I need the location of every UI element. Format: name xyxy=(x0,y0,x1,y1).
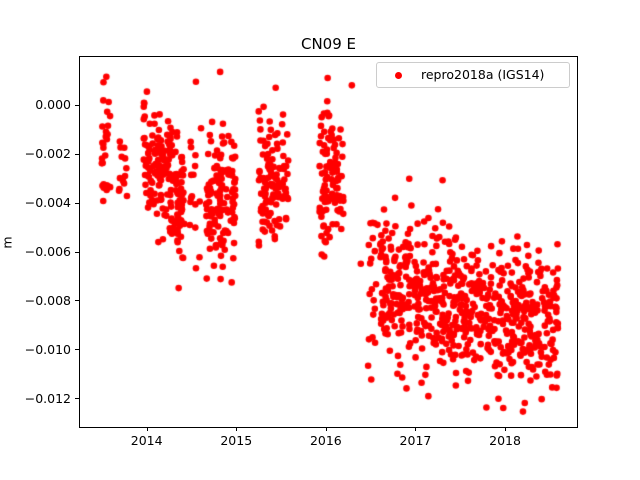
y-tick-mark xyxy=(75,398,79,400)
y-tick-mark xyxy=(75,300,79,302)
y-axis-label: m xyxy=(0,236,15,249)
x-tick-mark xyxy=(146,427,148,431)
y-tick-mark xyxy=(75,104,79,106)
y-tick-label: −0.004 xyxy=(24,195,71,211)
y-tick-mark xyxy=(75,251,79,253)
x-tick-mark xyxy=(415,427,417,431)
y-tick-label: −0.012 xyxy=(24,390,71,406)
x-tick-label: 2017 xyxy=(399,433,432,448)
y-tick-label: −0.010 xyxy=(24,341,71,357)
y-tick-mark xyxy=(75,349,79,351)
legend-box: repro2018a (IGS14) xyxy=(376,62,570,88)
x-tick-mark xyxy=(236,427,238,431)
y-tick-mark xyxy=(75,202,79,204)
scatter-plot-area xyxy=(80,57,577,427)
x-tick-label: 2018 xyxy=(489,433,521,448)
y-tick-mark xyxy=(75,153,79,155)
y-tick-label: −0.006 xyxy=(24,244,71,260)
legend-label: repro2018a (IGS14) xyxy=(421,67,545,82)
x-tick-label: 2016 xyxy=(309,433,342,448)
x-tick-mark xyxy=(325,427,327,431)
y-tick-label: −0.002 xyxy=(24,146,71,162)
y-tick-label: 0.000 xyxy=(35,97,71,113)
plot-title: CN09 E xyxy=(300,35,357,53)
x-tick-label: 2014 xyxy=(130,433,163,448)
legend-marker-dot-icon xyxy=(395,71,402,79)
x-tick-mark xyxy=(505,427,507,431)
y-tick-label: −0.008 xyxy=(24,292,71,308)
x-tick-label: 2015 xyxy=(220,433,253,448)
